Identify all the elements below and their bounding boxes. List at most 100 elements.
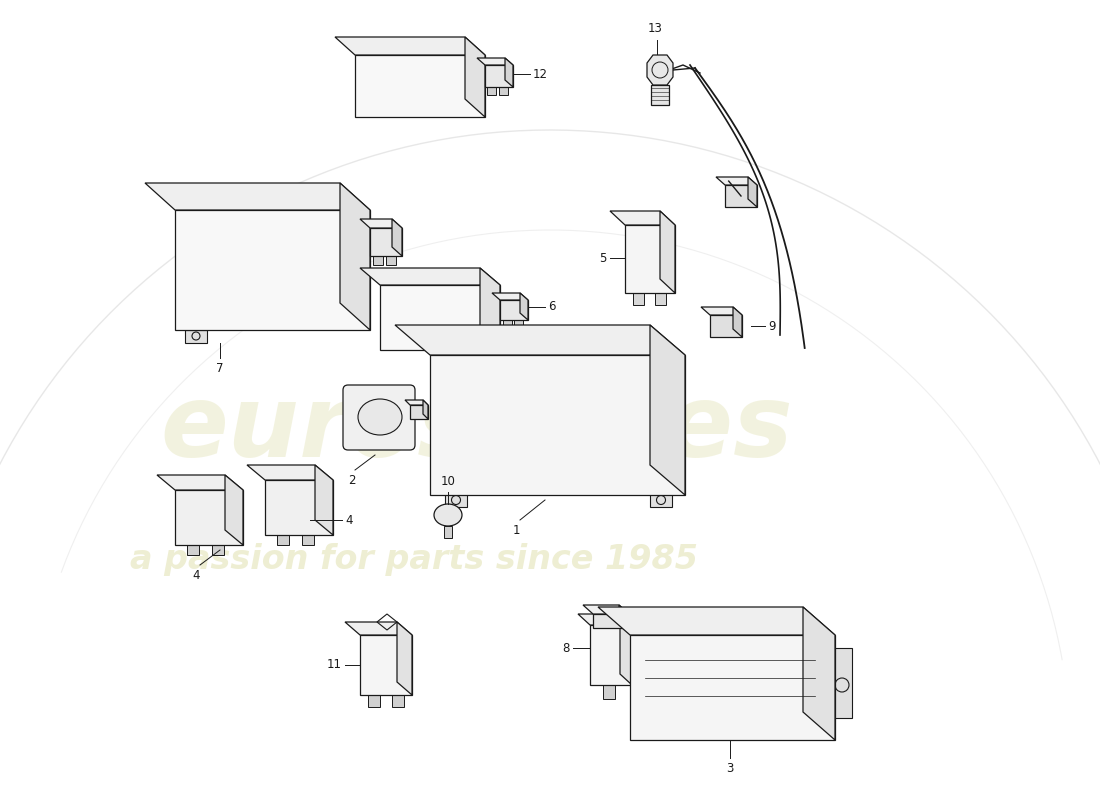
Polygon shape xyxy=(397,622,412,695)
Polygon shape xyxy=(583,605,629,614)
Polygon shape xyxy=(410,405,428,419)
Polygon shape xyxy=(336,37,485,55)
Bar xyxy=(832,648,852,718)
Polygon shape xyxy=(733,307,742,337)
FancyBboxPatch shape xyxy=(343,385,415,450)
Polygon shape xyxy=(725,185,757,207)
Bar xyxy=(455,395,535,437)
Text: 4: 4 xyxy=(192,569,200,582)
Text: 13: 13 xyxy=(648,22,662,35)
Polygon shape xyxy=(465,37,485,117)
Bar xyxy=(487,87,496,95)
Polygon shape xyxy=(650,325,685,495)
Text: 9: 9 xyxy=(768,319,776,333)
Bar xyxy=(273,509,286,520)
Text: 1: 1 xyxy=(513,524,519,537)
Polygon shape xyxy=(520,293,528,320)
Polygon shape xyxy=(593,614,629,628)
Text: 12: 12 xyxy=(534,67,548,81)
Polygon shape xyxy=(424,400,428,419)
Bar xyxy=(560,395,640,437)
Bar xyxy=(654,293,666,305)
Bar xyxy=(180,500,218,535)
Bar xyxy=(650,493,672,507)
Bar xyxy=(185,330,207,343)
Polygon shape xyxy=(360,268,500,285)
Bar xyxy=(651,85,669,105)
Polygon shape xyxy=(392,219,402,256)
Bar xyxy=(201,519,214,530)
Text: eurospares: eurospares xyxy=(160,382,793,478)
Bar xyxy=(270,490,308,525)
Text: 7: 7 xyxy=(217,362,223,375)
Polygon shape xyxy=(660,211,675,293)
Polygon shape xyxy=(492,293,528,300)
Polygon shape xyxy=(360,635,412,695)
Polygon shape xyxy=(145,183,370,210)
Text: 8: 8 xyxy=(562,642,570,654)
Bar xyxy=(392,695,404,707)
Bar xyxy=(514,320,522,327)
Polygon shape xyxy=(477,58,513,65)
Polygon shape xyxy=(430,355,685,495)
Bar xyxy=(292,494,304,505)
Polygon shape xyxy=(315,465,333,535)
Polygon shape xyxy=(748,177,757,207)
Bar xyxy=(603,685,615,699)
Polygon shape xyxy=(405,400,428,405)
Bar xyxy=(273,494,286,505)
Polygon shape xyxy=(701,307,743,315)
Polygon shape xyxy=(485,65,513,87)
Bar xyxy=(503,320,512,327)
Polygon shape xyxy=(345,622,412,635)
Polygon shape xyxy=(226,475,243,545)
Text: 2: 2 xyxy=(349,474,355,487)
Bar xyxy=(302,535,313,545)
Text: a passion for parts since 1985: a passion for parts since 1985 xyxy=(130,543,698,577)
Bar xyxy=(446,493,468,507)
Bar xyxy=(386,256,396,265)
Text: 3: 3 xyxy=(726,762,734,775)
Polygon shape xyxy=(610,211,675,225)
Polygon shape xyxy=(340,183,370,330)
Polygon shape xyxy=(625,225,675,293)
Polygon shape xyxy=(710,315,742,337)
Bar xyxy=(187,545,199,555)
Bar xyxy=(368,695,379,707)
Polygon shape xyxy=(355,55,485,117)
Polygon shape xyxy=(647,55,673,85)
Ellipse shape xyxy=(434,504,462,526)
Bar xyxy=(499,87,508,95)
Polygon shape xyxy=(395,325,685,355)
Polygon shape xyxy=(175,210,370,330)
Polygon shape xyxy=(157,475,243,490)
Bar xyxy=(444,526,452,538)
Polygon shape xyxy=(265,480,333,535)
Polygon shape xyxy=(370,228,402,256)
Polygon shape xyxy=(578,614,632,625)
Polygon shape xyxy=(480,268,501,350)
Polygon shape xyxy=(379,285,500,350)
Bar xyxy=(201,504,214,515)
Polygon shape xyxy=(248,465,333,480)
Text: 6: 6 xyxy=(548,301,556,314)
Polygon shape xyxy=(716,177,757,185)
Bar xyxy=(212,545,224,555)
Bar xyxy=(183,519,196,530)
Polygon shape xyxy=(619,605,629,628)
Bar xyxy=(277,535,289,545)
Ellipse shape xyxy=(358,399,402,435)
Bar xyxy=(632,293,644,305)
Polygon shape xyxy=(500,300,528,320)
Polygon shape xyxy=(598,607,835,635)
Bar xyxy=(373,256,383,265)
Bar xyxy=(183,504,196,515)
Polygon shape xyxy=(505,58,513,87)
Polygon shape xyxy=(620,614,632,685)
Text: 5: 5 xyxy=(600,251,607,265)
Text: 11: 11 xyxy=(327,658,342,671)
Bar xyxy=(292,509,304,520)
Text: 10: 10 xyxy=(441,475,455,488)
Text: 4: 4 xyxy=(345,514,352,526)
Bar xyxy=(645,650,815,730)
